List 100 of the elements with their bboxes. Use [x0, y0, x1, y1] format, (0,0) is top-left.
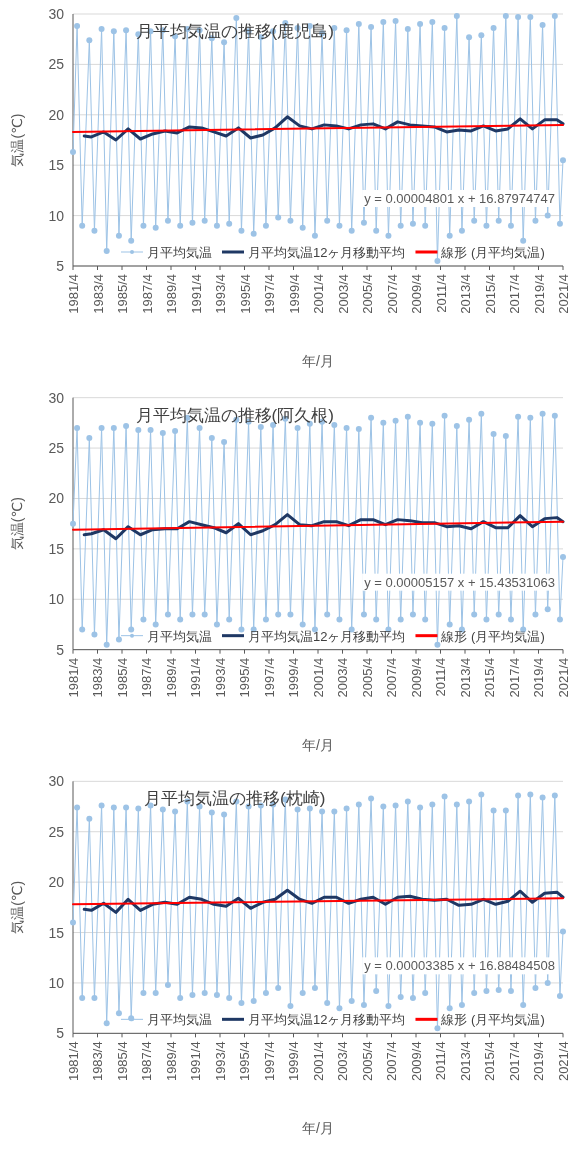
- x-tick-label: 2013/4: [458, 274, 473, 314]
- x-tick-label: 2019/4: [531, 274, 547, 314]
- x-tick-label: 2009/4: [409, 1041, 424, 1082]
- x-tick-label: 2019/4: [531, 657, 547, 698]
- y-tick-label: 25: [48, 440, 65, 457]
- x-tick-label: 2007/4: [384, 274, 400, 314]
- x-tick-label: 2021/4: [556, 274, 571, 314]
- y-axis-title: 気温(℃): [9, 880, 25, 934]
- y-tick-label: 25: [48, 823, 65, 840]
- x-tick-label: 2001/4: [311, 657, 326, 698]
- x-tick-label: 1995/4: [237, 657, 253, 698]
- text: 月平均気温の推移(枕崎): [144, 789, 326, 809]
- x-tick-label: 1987/4: [139, 657, 155, 698]
- y-tick-label: 10: [48, 207, 65, 224]
- x-tick-label: 1987/4: [139, 1041, 155, 1082]
- x-tick-label: 2001/4: [311, 274, 326, 314]
- y-tick-label: 15: [48, 157, 65, 174]
- x-tick-label: 2013/4: [458, 657, 473, 698]
- legend-label: 月平均気温12ヶ月移動平均: [248, 245, 406, 260]
- x-axis-title: 年/月: [302, 353, 334, 369]
- legend-label: 月平均気温12ヶ月移動平均: [248, 1012, 406, 1028]
- y-tick-label: 5: [56, 1025, 65, 1042]
- x-tick-label: 2005/4: [360, 274, 375, 314]
- x-tick-label: 1993/4: [213, 657, 228, 698]
- x-tick-label: 2001/4: [311, 1041, 326, 1082]
- x-tick-label: 2003/4: [335, 274, 351, 314]
- x-tick-label: 2003/4: [335, 1041, 351, 1082]
- text: 月平均気温の推移(鹿児島): [135, 22, 334, 41]
- x-tick-label: 1999/4: [286, 274, 302, 314]
- y-tick-label: 30: [48, 773, 65, 790]
- y-axis-title: 気温(℃): [9, 113, 25, 167]
- y-axis-title: 気温(℃): [9, 497, 25, 551]
- x-tick-label: 2007/4: [384, 657, 400, 698]
- x-tick-label: 1997/4: [262, 657, 277, 698]
- y-tick-label: 20: [48, 874, 65, 891]
- x-tick-label: 2007/4: [384, 1041, 400, 1082]
- text: 月平均気温の推移(阿久根): [135, 405, 334, 425]
- x-tick-label: 2017/4: [507, 657, 522, 698]
- x-tick-label: 1999/4: [286, 1041, 302, 1082]
- x-tick-label: 2005/4: [360, 657, 375, 698]
- y-tick-label: 15: [48, 540, 65, 557]
- x-tick-label: 2017/4: [507, 1041, 522, 1082]
- y-tick-label: 30: [48, 389, 65, 406]
- x-tick-label: 2015/4: [482, 657, 498, 698]
- x-axis-title: 年/月: [302, 736, 334, 753]
- y-tick-label: 10: [48, 974, 65, 991]
- x-tick-label: 2015/4: [482, 274, 498, 314]
- annotation: y = 0.00003385 x + 16.88484508: [364, 958, 555, 974]
- legend-label: 線形 (月平均気温): [440, 628, 545, 644]
- y-tick-label: 5: [56, 641, 65, 658]
- x-tick-label: 2005/4: [360, 1041, 375, 1082]
- x-tick-label: 2003/4: [335, 657, 351, 698]
- legend-label: 月平均気温12ヶ月移動平均: [248, 628, 406, 644]
- x-tick-label: 2011/4: [433, 274, 449, 313]
- x-tick-label: 1991/4: [188, 1041, 204, 1082]
- x-tick-label: 1997/4: [262, 274, 277, 314]
- x-tick-label: 1991/4: [188, 657, 204, 698]
- y-tick-label: 25: [48, 56, 65, 73]
- x-axis-title: 年/月: [302, 1120, 334, 1137]
- x-tick-label: 2009/4: [409, 274, 424, 314]
- y-tick-label: 20: [48, 490, 65, 507]
- x-tick-label: 1983/4: [90, 274, 106, 314]
- x-tick-label: 1995/4: [237, 274, 253, 314]
- x-tick-label: 2013/4: [458, 1041, 473, 1082]
- legend-label: 月平均気温: [147, 628, 212, 644]
- x-tick-label: 1985/4: [115, 657, 130, 698]
- legend-label: 月平均気温: [147, 1012, 212, 1028]
- annotation: y = 0.00005157 x + 15.43531063: [364, 574, 555, 590]
- x-tick-label: 1991/4: [188, 274, 204, 314]
- y-tick-label: 15: [48, 924, 65, 941]
- x-tick-label: 1981/4: [66, 274, 81, 314]
- y-tick-label: 5: [56, 258, 65, 274]
- x-tick-label: 1995/4: [237, 1041, 253, 1082]
- x-tick-label: 1987/4: [139, 274, 155, 314]
- y-tick-label: 10: [48, 591, 65, 608]
- x-tick-label: 1997/4: [262, 1041, 277, 1082]
- y-tick-label: 20: [48, 106, 65, 123]
- x-tick-label: 1989/4: [164, 657, 179, 698]
- legend-label: 月平均気温: [147, 245, 212, 260]
- x-tick-label: 2017/4: [507, 274, 522, 314]
- x-tick-label: 1983/4: [90, 657, 106, 698]
- x-tick-label: 1981/4: [66, 657, 81, 698]
- x-tick-label: 2021/4: [556, 657, 571, 698]
- x-tick-label: 2011/4: [433, 1041, 449, 1081]
- x-tick-label: 1993/4: [213, 274, 228, 314]
- legend-label: 線形 (月平均気温): [440, 1012, 545, 1028]
- legend-label: 線形 (月平均気温): [440, 245, 545, 260]
- x-tick-label: 2015/4: [482, 1041, 498, 1082]
- y-tick-label: 30: [48, 6, 65, 22]
- x-tick-label: 1985/4: [115, 1041, 130, 1082]
- x-tick-label: 1983/4: [90, 1041, 106, 1082]
- x-tick-label: 2009/4: [409, 657, 424, 698]
- x-tick-label: 2021/4: [556, 1041, 571, 1082]
- x-tick-label: 1999/4: [286, 657, 302, 698]
- x-tick-label: 2011/4: [433, 657, 449, 697]
- x-tick-label: 1993/4: [213, 1041, 228, 1082]
- x-tick-label: 1981/4: [66, 1041, 81, 1082]
- annotation: y = 0.00004801 x + 16.87974747: [364, 191, 555, 206]
- x-tick-label: 1985/4: [115, 274, 130, 314]
- x-tick-label: 1989/4: [164, 274, 179, 314]
